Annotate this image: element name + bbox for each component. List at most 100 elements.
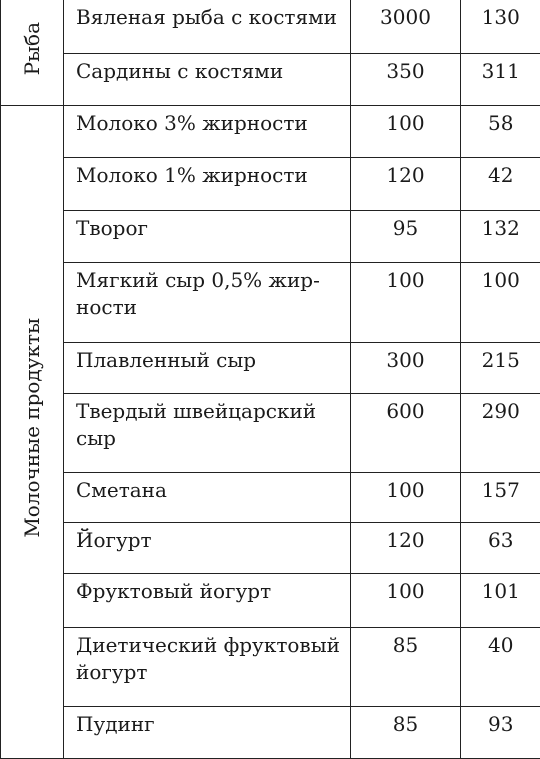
value-cell-2: 290: [461, 393, 540, 472]
food-name: Йогурт: [76, 527, 342, 554]
food-name: ности: [76, 294, 342, 321]
food-name: Молоко 1% жирности: [76, 162, 342, 189]
value-text: 215: [461, 347, 540, 374]
food-name: Фруктовый йогурт: [76, 578, 342, 605]
value-cell-2: 100: [461, 262, 540, 342]
value-cell-2: 63: [461, 522, 540, 573]
value-cell-2: 42: [461, 157, 540, 210]
value-cell-1: 100: [351, 472, 461, 522]
food-name: Сардины с костями: [76, 58, 342, 85]
value-text: 311: [461, 58, 540, 85]
value-cell-1: 100: [351, 262, 461, 342]
value-text: 42: [461, 162, 540, 189]
value-cell-1: 300: [351, 342, 461, 393]
food-name: Твердый швейцарский: [76, 398, 342, 425]
food-name: Молоко 3% жирности: [76, 110, 342, 137]
value-cell-2: 311: [461, 53, 540, 105]
value-text: 100: [351, 110, 460, 137]
value-cell-2: 93: [461, 706, 540, 758]
value-text: 85: [351, 711, 460, 738]
food-name-cell: Фруктовый йогурт: [64, 573, 351, 627]
value-text: 101: [461, 578, 540, 605]
value-cell-1: 95: [351, 210, 461, 262]
value-text: 130: [461, 4, 540, 31]
value-cell-1: 120: [351, 522, 461, 573]
value-cell-2: 132: [461, 210, 540, 262]
food-name: йогурт: [76, 659, 342, 686]
value-text: 290: [461, 398, 540, 425]
value-cell-1: 3000: [351, 0, 461, 53]
food-name-cell: Плавленный сыр: [64, 342, 351, 393]
value-cell-1: 100: [351, 573, 461, 627]
value-text: 63: [461, 527, 540, 554]
value-cell-2: 58: [461, 105, 540, 157]
food-name: Плавленный сыр: [76, 347, 342, 374]
food-name-cell: Творог: [64, 210, 351, 262]
food-name-cell: Сметана: [64, 472, 351, 522]
value-cell-1: 100: [351, 105, 461, 157]
value-text: 157: [461, 477, 540, 504]
food-name: Диетический фруктовый: [76, 632, 342, 659]
group-cell: Молочные продукты: [1, 105, 64, 758]
food-name-cell: Сардины с костями: [64, 53, 351, 105]
value-cell-2: 157: [461, 472, 540, 522]
value-cell-1: 85: [351, 706, 461, 758]
value-text: 120: [351, 527, 460, 554]
value-text: 100: [351, 267, 460, 294]
food-name: Сметана: [76, 477, 342, 504]
value-cell-1: 120: [351, 157, 461, 210]
value-text: 40: [461, 632, 540, 659]
value-text: 132: [461, 215, 540, 242]
food-name-cell: Мягкий сыр 0,5% жир-ности: [64, 262, 351, 342]
food-name: Вяленая рыба с костями: [76, 4, 342, 31]
value-cell-1: 350: [351, 53, 461, 105]
value-text: 93: [461, 711, 540, 738]
food-name-cell: Йогурт: [64, 522, 351, 573]
value-text: 85: [351, 632, 460, 659]
food-name-cell: Молоко 3% жирности: [64, 105, 351, 157]
value-text: 58: [461, 110, 540, 137]
food-name: Пудинг: [76, 711, 342, 738]
food-name-cell: Вяленая рыба с костями: [64, 0, 351, 53]
group-label: Рыба: [19, 22, 46, 75]
value-text: 100: [351, 477, 460, 504]
value-cell-1: 600: [351, 393, 461, 472]
value-cell-2: 40: [461, 627, 540, 706]
value-cell-2: 215: [461, 342, 540, 393]
value-text: 95: [351, 215, 460, 242]
value-text: 120: [351, 162, 460, 189]
food-name-cell: Пудинг: [64, 706, 351, 758]
value-cell-2: 101: [461, 573, 540, 627]
value-text: 100: [351, 578, 460, 605]
value-text: 100: [461, 267, 540, 294]
food-name: сыр: [76, 425, 342, 452]
value-text: 300: [351, 347, 460, 374]
value-text: 350: [351, 58, 460, 85]
value-text: 3000: [351, 4, 460, 31]
group-label: Молочные продукты: [19, 318, 46, 538]
value-text: 600: [351, 398, 460, 425]
food-name: Мягкий сыр 0,5% жир-: [76, 267, 342, 294]
value-cell-2: 130: [461, 0, 540, 53]
food-name-cell: Молоко 1% жирности: [64, 157, 351, 210]
group-cell: Рыба: [1, 0, 64, 105]
value-cell-1: 85: [351, 627, 461, 706]
food-name: Творог: [76, 215, 342, 242]
